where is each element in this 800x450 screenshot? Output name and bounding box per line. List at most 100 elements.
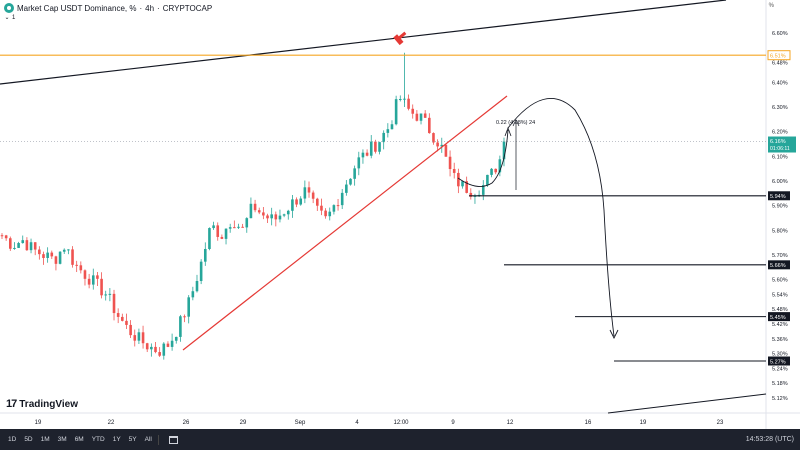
- candle-body: [166, 343, 170, 347]
- candle-body: [465, 181, 468, 193]
- projection-curve: [507, 98, 615, 337]
- x-tick-label: 19: [640, 420, 647, 426]
- x-tick-label: 4: [355, 420, 359, 426]
- candle-body: [307, 187, 311, 193]
- calendar-icon[interactable]: [168, 435, 178, 444]
- candle-body: [253, 203, 257, 211]
- lower-trend-line: [607, 393, 767, 414]
- candle-body: [502, 141, 506, 160]
- symbol-title[interactable]: Market Cap USDT Dominance, %: [17, 3, 137, 13]
- candle-body: [349, 178, 352, 185]
- projection-arrowhead: [609, 329, 619, 340]
- y-tick-label: 6.60%: [772, 31, 788, 37]
- toolbar-divider: [157, 434, 159, 445]
- candle-body: [125, 320, 128, 325]
- candle-body: [357, 157, 361, 169]
- candle-body: [154, 346, 157, 353]
- target-price-tag: [768, 312, 790, 322]
- candle-body: [195, 281, 199, 292]
- utc-clock[interactable]: 14:53:28 (UTC): [745, 436, 794, 443]
- candle-body: [75, 264, 78, 266]
- candle-body: [490, 168, 493, 175]
- y-tick-label: 5.80%: [772, 228, 788, 234]
- candle-body: [436, 142, 439, 147]
- timeframe-ytd[interactable]: YTD: [91, 436, 105, 443]
- candle-body: [461, 181, 464, 187]
- candle-body: [440, 144, 444, 147]
- candle-body: [295, 199, 298, 205]
- x-tick-label: 12: [507, 420, 514, 426]
- timeframe-all[interactable]: All: [144, 436, 152, 443]
- candle-body: [299, 198, 303, 205]
- tradingview-logo[interactable]: 17 TradingView: [6, 398, 78, 410]
- tradingview-mark-icon: 17: [6, 398, 17, 410]
- candle-body: [457, 172, 460, 187]
- target-price-label: 5.66%: [770, 263, 786, 269]
- candle-body: [129, 324, 132, 336]
- x-tick-label: 23: [717, 420, 724, 426]
- y-tick-label: 6.48%: [772, 61, 788, 67]
- timeframe-3m[interactable]: 3M: [57, 436, 67, 443]
- pin-marker-head: [398, 31, 407, 40]
- candle-body: [83, 270, 87, 279]
- candle-body: [237, 226, 240, 228]
- current-price-label: 6.16%: [770, 139, 786, 145]
- candle-body: [423, 113, 427, 118]
- timeframe-label[interactable]: 4h: [145, 3, 155, 13]
- x-tick-label: 9: [451, 420, 455, 426]
- candle-body: [79, 265, 83, 271]
- y-tick-label: 5.60%: [772, 278, 788, 284]
- timeframe-5y[interactable]: 5Y: [128, 436, 137, 443]
- candle-body: [191, 291, 195, 298]
- candle-body: [4, 235, 8, 239]
- pin-marker-icon: [393, 34, 404, 46]
- target-price-tag: [768, 356, 790, 366]
- candle-body: [100, 278, 103, 296]
- candle-body: [390, 124, 394, 130]
- candle-body: [91, 275, 95, 285]
- timeframe-1y[interactable]: 1Y: [112, 436, 121, 443]
- bottom-toolbar: 14:53:28 (UTC) 1D 5D 1M 3M 6M YTD 1Y 5Y All: [0, 429, 800, 450]
- candle-body: [25, 240, 29, 251]
- candle-body: [50, 252, 54, 257]
- target-price-tag: [768, 260, 790, 270]
- candle-body: [17, 243, 20, 248]
- candlestick-chart[interactable]: 6.60% 6.48% 6.40% 6.30% 6.20% 6.10% 6.00% 5.90%…: [0, 0, 800, 429]
- candle-body: [62, 249, 66, 252]
- timeframe-1d[interactable]: 1D: [8, 436, 17, 443]
- candle-body: [116, 313, 120, 317]
- candle-body: [452, 169, 456, 173]
- target-price-label: 5.94%: [770, 194, 786, 200]
- candle-body: [245, 218, 249, 228]
- timeframe-6m[interactable]: 6M: [74, 436, 84, 443]
- source-label: CRYPTOCAP: [162, 3, 213, 13]
- candle-body: [365, 152, 369, 156]
- chevron-down-icon[interactable]: ⌄: [4, 15, 10, 21]
- chart-header: Market Cap USDT Dominance, % · 4h · CRYP…: [4, 2, 212, 14]
- candle-body: [361, 152, 365, 158]
- candle-body: [469, 192, 473, 197]
- candle-body: [494, 168, 498, 173]
- candle-body: [340, 192, 344, 206]
- timeframe-5d[interactable]: 5D: [24, 436, 33, 443]
- y-tick-label: 5.70%: [772, 253, 788, 259]
- candle-body: [432, 133, 435, 143]
- candle-body: [216, 225, 220, 237]
- candle-body: [270, 214, 273, 219]
- candle-body: [303, 187, 307, 199]
- candle-body: [311, 192, 315, 199]
- header-sep-1: ·: [139, 3, 143, 13]
- candle-body: [320, 205, 323, 211]
- candle-body: [29, 242, 33, 251]
- candle-body: [328, 211, 332, 217]
- candle-body: [486, 174, 489, 186]
- logo-text: TradingView: [19, 398, 78, 410]
- candle-body: [286, 210, 290, 215]
- candle-body: [145, 343, 149, 350]
- percent-scale-label[interactable]: %: [768, 3, 774, 9]
- timeframe-1m[interactable]: 1M: [40, 436, 50, 443]
- y-tick-label: 6.10%: [772, 154, 788, 160]
- candle-body: [411, 108, 415, 114]
- candle-body: [369, 141, 373, 156]
- candle-body: [183, 316, 186, 318]
